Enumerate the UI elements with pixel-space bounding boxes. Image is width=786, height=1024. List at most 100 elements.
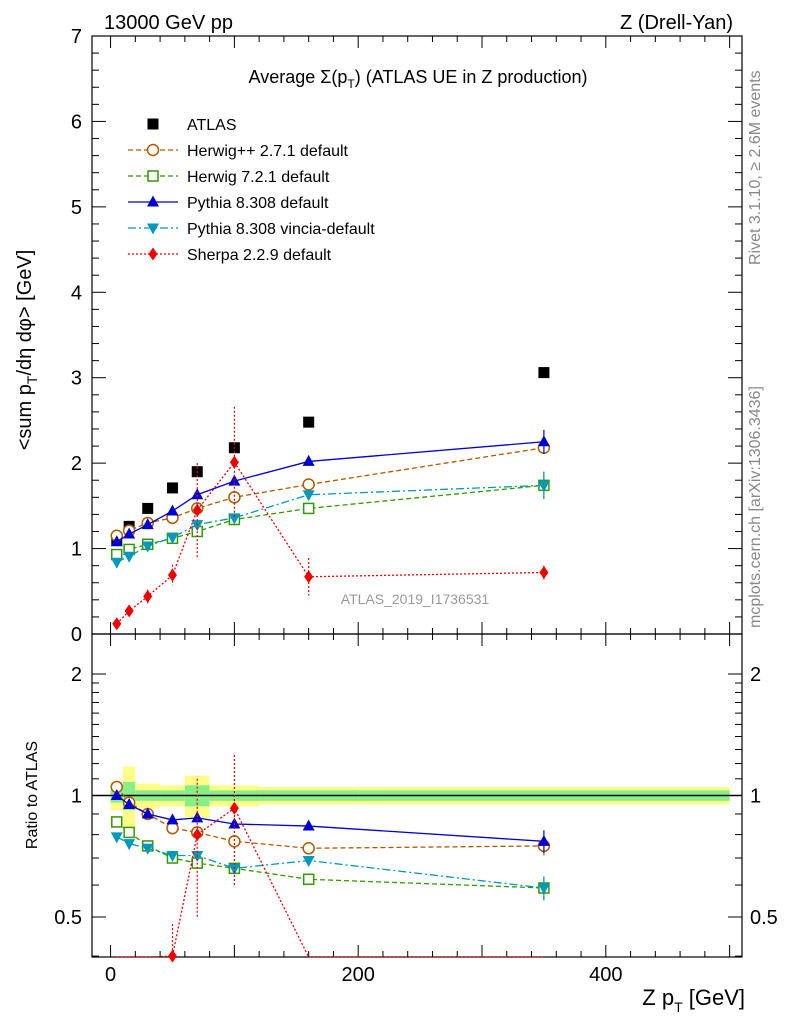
point-vincia: [141, 541, 154, 553]
legend-marker-herwigpp: [146, 143, 160, 157]
ratio-point-pythia: [110, 789, 123, 800]
series-vincia: [110, 471, 550, 569]
point-sherpa: [304, 570, 314, 584]
ratio-point-vincia: [166, 851, 179, 863]
series-sherpa: [112, 406, 549, 631]
point-vincia: [302, 490, 315, 502]
ratio-point-pythia: [537, 834, 550, 846]
ratio-data-layer: 0 200 400 0.5 0.5 1 1 2 2: [54, 633, 778, 986]
legend-label-sherpa: Sherpa 2.2.9 default: [187, 247, 332, 264]
x-tick-label: 400: [589, 964, 622, 986]
plot-title-suffix: ) (ATLAS UE in Z production): [355, 67, 588, 87]
ratio-point-pythia: [141, 807, 154, 819]
series-line-vincia: [116, 484, 544, 563]
main-y-axis-label: <sum pT/dη dφ> [GeV]: [14, 250, 40, 451]
main-y-tick-label: 4: [71, 282, 82, 304]
ratio-point-sherpa: [167, 949, 177, 963]
ratio-point-sherpa: [229, 801, 239, 815]
x-label-a: Z p: [642, 985, 674, 1010]
ratio-y-axis-label: Ratio to ATLAS: [24, 741, 41, 849]
ratio-y-tick-label: 0.5: [54, 907, 82, 929]
legend-item-herwig7: Herwig 7.2.1 default: [128, 169, 330, 186]
ratio-y-tick-label-right: 1: [750, 786, 761, 808]
legend-marker-vincia: [147, 223, 159, 235]
point-pythia: [537, 435, 550, 447]
point-herwigpp: [302, 478, 315, 491]
point-herwigpp: [228, 491, 241, 504]
point-atlas: [303, 416, 315, 428]
x-axis-label: Z pT [GeV]: [642, 985, 745, 1015]
legend-label-atlas: ATLAS: [187, 117, 237, 134]
point-pythia: [110, 535, 123, 547]
point-sherpa: [229, 455, 239, 469]
main-y-tick-label: 1: [71, 539, 82, 561]
legend-label-herwig7: Herwig 7.2.1 default: [187, 169, 330, 186]
ratio-point-pythia: [228, 817, 241, 829]
point-vincia: [166, 532, 179, 544]
main-y-tick-label: 3: [71, 368, 82, 390]
main-y-label-sub: T: [24, 375, 40, 384]
legend-label-pythia: Pythia 8.308 default: [187, 195, 329, 212]
series-line-herwig7: [116, 484, 544, 556]
point-sherpa: [112, 617, 122, 631]
legend-item-vincia: Pythia 8.308 vincia-default: [128, 221, 375, 238]
ratio-y-tick-label-right: 0.5: [750, 907, 778, 929]
ratio-y-tick-label-right: 2: [750, 664, 761, 686]
ratio-y-tick-label: 1: [71, 786, 82, 808]
ratio-point-pythia: [302, 819, 315, 831]
point-sherpa: [192, 503, 202, 517]
legend-item-sherpa: Sherpa 2.2.9 default: [128, 247, 332, 264]
legend-marker-pythia: [147, 195, 159, 207]
main-y-label-b: /dη dφ> [GeV]: [14, 250, 36, 376]
ratio-point-pythia: [166, 813, 179, 825]
point-vincia: [228, 513, 241, 525]
ratio-y-tick-label: 2: [71, 664, 82, 686]
point-pythia: [123, 527, 136, 539]
analysis-watermark: ATLAS_2019_I1736531: [341, 591, 490, 607]
series-line-pythia: [116, 441, 544, 543]
plot-title-sub: T: [347, 77, 355, 91]
legend-marker-sherpa: [148, 247, 158, 261]
ratio-point-vincia: [123, 839, 136, 851]
main-data-layer: 0 1 2 3 4 5 6 7: [71, 26, 743, 646]
ratio-point-herwigpp: [302, 842, 315, 855]
main-y-label-a: <sum p: [14, 384, 36, 450]
ratio-series-pythia: [110, 789, 550, 854]
ratio-point-vincia: [110, 832, 123, 844]
ratio-point-pythia: [191, 811, 204, 823]
legend-label-herwigpp: Herwig++ 2.7.1 default: [187, 143, 349, 160]
point-sherpa: [167, 568, 177, 582]
ratio-point-herwigpp: [228, 835, 241, 848]
x-label-b: [GeV]: [683, 985, 745, 1010]
point-vincia: [123, 551, 136, 563]
point-sherpa: [124, 604, 134, 618]
main-y-tick-label: 7: [71, 26, 82, 48]
ratio-line-sherpa: [116, 807, 544, 958]
point-vincia: [191, 520, 204, 532]
legend-item-herwigpp: Herwig++ 2.7.1 default: [128, 143, 349, 160]
header-left-label: 13000 GeV pp: [104, 12, 233, 34]
ratio-point-herwig7: [302, 873, 315, 886]
legend-item-atlas: ATLAS: [147, 117, 237, 134]
point-pythia: [166, 504, 179, 516]
ratio-point-vincia: [228, 863, 241, 875]
legend-marker-herwig7: [147, 170, 159, 182]
point-pythia: [191, 488, 204, 500]
main-plot: Average Σ(pT) (ATLAS UE in Z production)…: [14, 26, 743, 646]
series-pythia: [110, 429, 550, 547]
plot-title-sigma: Σ(p: [320, 67, 347, 87]
ratio-point-herwig7: [123, 826, 135, 839]
ratio-point-pythia: [123, 797, 136, 809]
ratio-point-sherpa: [192, 828, 202, 842]
point-atlas: [142, 502, 154, 514]
main-y-tick-label: 2: [71, 453, 82, 475]
mcplots-label: mcplots.cern.ch [arXiv:1306.3436]: [747, 386, 764, 628]
ratio-point-vincia: [141, 843, 154, 855]
ratio-plot: Ratio to ATLAS Z pT [GeV] 0 200 400 0.5 0.5 1…: [24, 633, 778, 1015]
point-vincia: [110, 557, 123, 569]
plot-title-prefix: Average: [249, 67, 321, 87]
ratio-line-herwigpp: [116, 786, 544, 849]
point-vincia: [537, 480, 550, 492]
legend: ATLAS Herwig++ 2.7.1 default Herwig 7.2.1 …: [128, 117, 375, 264]
